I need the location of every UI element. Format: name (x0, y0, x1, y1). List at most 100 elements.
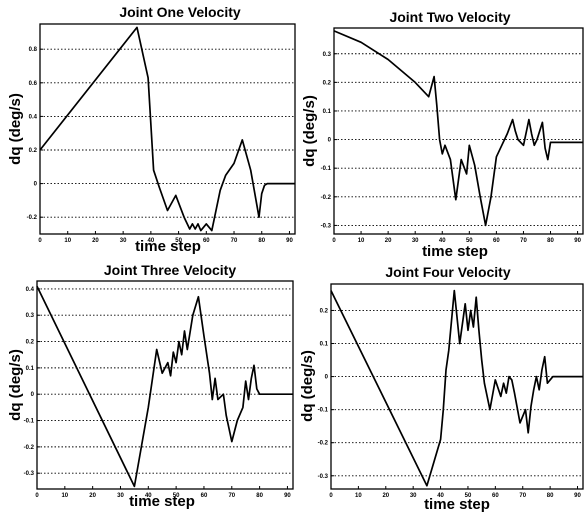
x-tick-label: 90 (574, 493, 581, 499)
grid-lines (40, 48, 295, 218)
x-axis-label: time step (135, 238, 201, 255)
x-axis-label: time step (424, 496, 490, 513)
tick-labels: -0.2 0 0.2 0.4 0.6 0.8 0 10 20 30 40 50 60 70 80 90 (27, 47, 294, 244)
x-tick-label: 60 (203, 238, 210, 244)
x-tick-label: 30 (412, 238, 419, 244)
y-tick-label: -0.2 (321, 195, 332, 201)
plot-frame (39, 23, 296, 235)
x-tick-label: 80 (547, 493, 554, 499)
x-tick-label: 30 (120, 238, 127, 244)
chart-title: Joint One Velocity (119, 4, 241, 20)
y-tick-label: 0.2 (320, 308, 329, 314)
y-tick-label: -0.2 (318, 441, 329, 447)
tick-labels: -0.3 -0.2 -0.1 0 0.1 0.2 0.3 0.4 0 10 20 30 40 50 60 70… (24, 287, 292, 499)
y-tick-label: -0.3 (24, 471, 35, 477)
x-tick-label: 20 (382, 493, 389, 499)
y-tick-label: 0.4 (29, 114, 38, 120)
y-tick-label: 0.6 (29, 81, 38, 87)
x-tick-label: 40 (145, 493, 152, 499)
x-axis-label: time step (129, 493, 195, 510)
x-tick-label: 40 (437, 493, 444, 499)
y-axis-label: dq (deg/s) (301, 95, 318, 167)
y-tick-label: 0.1 (320, 342, 329, 348)
x-tick-label: 10 (61, 493, 68, 499)
x-tick-label: 60 (492, 493, 499, 499)
y-tick-label: 0.2 (323, 80, 332, 86)
chart-joint-two: Joint Two Velocity -0.3 -0.2 -0.1 0 0.1 0.2 0.… (301, 9, 584, 260)
y-tick-label: -0.3 (318, 474, 329, 480)
x-tick-label: 70 (519, 493, 526, 499)
tick-labels: -0.3 -0.2 -0.1 0 0.1 0.2 0 10 20 30 40 50 60 70 80 90 (318, 308, 582, 499)
series-line (36, 285, 293, 488)
y-tick-label: -0.3 (321, 223, 332, 229)
x-tick-label: 50 (466, 238, 473, 244)
x-tick-label: 40 (148, 238, 155, 244)
x-tick-label: 0 (35, 493, 39, 499)
x-tick-label: 80 (258, 238, 265, 244)
y-tick-label: 0 (328, 138, 332, 144)
y-tick-label: 0.4 (26, 287, 35, 293)
y-tick-label: 0.3 (26, 313, 35, 319)
x-tick-label: 60 (493, 238, 500, 244)
series-line (330, 289, 583, 487)
y-tick-label: 0.8 (29, 47, 38, 53)
x-tick-label: 10 (355, 493, 362, 499)
x-tick-label: 0 (38, 238, 42, 244)
chart-joint-three: Joint Three Velocity -0.3 -0.2 -0.1 0 0.1 0.2… (7, 262, 294, 510)
plot-frame (330, 283, 584, 490)
tick-labels: -0.3 -0.2 -0.1 0 0.1 0.2 0.3 0 10 20 30 40 50 60 70 80 9… (321, 52, 582, 244)
y-tick-label: 0 (325, 375, 329, 381)
x-tick-label: 80 (256, 493, 263, 499)
y-tick-label: 0.1 (26, 366, 35, 372)
x-tick-label: 0 (329, 493, 333, 499)
x-tick-label: 90 (286, 238, 293, 244)
x-tick-label: 30 (117, 493, 124, 499)
x-tick-label: 20 (92, 238, 99, 244)
x-tick-label: 0 (332, 238, 336, 244)
y-tick-label: -0.1 (318, 408, 329, 414)
y-tick-label: -0.1 (321, 166, 332, 172)
y-axis-label: dq (deg/s) (7, 93, 24, 165)
y-tick-label: -0.1 (24, 419, 35, 425)
x-tick-label: 10 (64, 238, 71, 244)
x-tick-label: 60 (201, 493, 208, 499)
chart-title: Joint Two Velocity (389, 9, 510, 25)
chart-title: Joint Three Velocity (104, 262, 236, 278)
y-tick-label: -0.2 (27, 215, 38, 221)
x-tick-label: 40 (439, 238, 446, 244)
series-line (39, 26, 295, 232)
x-tick-label: 70 (231, 238, 238, 244)
y-axis-label: dq (deg/s) (299, 350, 316, 422)
x-tick-label: 20 (385, 238, 392, 244)
x-tick-label: 70 (520, 238, 527, 244)
x-tick-label: 70 (228, 493, 235, 499)
y-tick-label: 0.2 (29, 148, 38, 154)
x-tick-label: 90 (574, 238, 581, 244)
chart-joint-four: Joint Four Velocity -0.3 -0.2 -0.1 0 0.1 0.2 0… (299, 264, 584, 513)
x-tick-label: 50 (175, 238, 182, 244)
y-axis-label: dq (deg/s) (7, 349, 24, 421)
x-tick-label: 90 (284, 493, 291, 499)
y-tick-label: 0 (31, 392, 35, 398)
grid-lines (37, 288, 293, 474)
series-line (333, 30, 583, 227)
chart-title: Joint Four Velocity (385, 264, 510, 280)
x-tick-label: 50 (173, 493, 180, 499)
x-tick-label: 50 (465, 493, 472, 499)
y-tick-label: 0.3 (323, 52, 332, 58)
x-tick-label: 80 (547, 238, 554, 244)
grid-lines (334, 53, 583, 226)
y-tick-label: 0 (34, 182, 38, 188)
grid-lines (331, 310, 583, 477)
x-tick-label: 10 (358, 238, 365, 244)
x-tick-label: 20 (89, 493, 96, 499)
y-tick-label: 0.1 (323, 109, 332, 115)
plot-frame (36, 280, 294, 490)
plot-frame (333, 27, 584, 235)
x-axis-label: time step (422, 243, 488, 260)
y-tick-label: 0.2 (26, 340, 35, 346)
x-tick-label: 30 (410, 493, 417, 499)
y-tick-label: -0.2 (24, 445, 35, 451)
chart-joint-one: Joint One Velocity -0.2 0 0.2 0.4 0.6 0.8 0 10 2… (7, 4, 296, 255)
